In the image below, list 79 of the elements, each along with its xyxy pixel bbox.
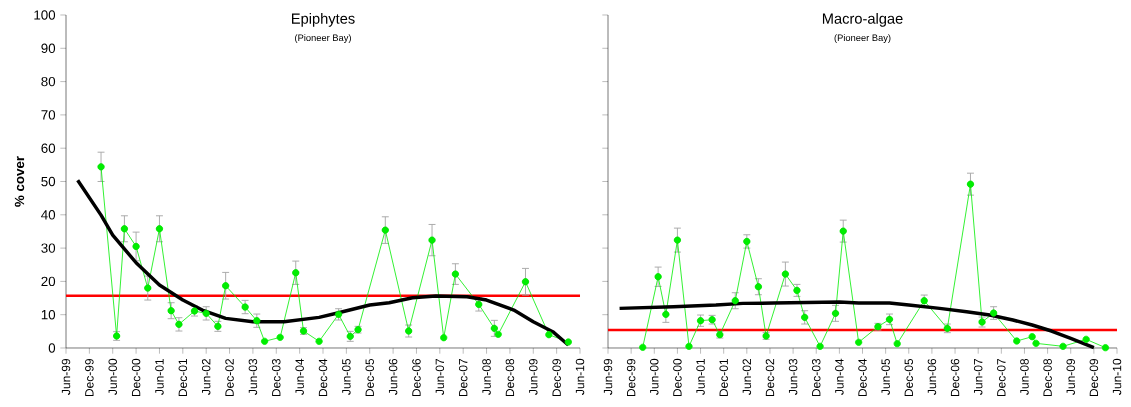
x-tick-label: Dec-02: [765, 359, 775, 397]
x-tick-label: Dec-07: [997, 359, 1006, 397]
text: (Pioneer Bay): [834, 34, 891, 43]
y-tick-label: 60: [41, 143, 56, 153]
x-tick-label: Dec-01: [178, 359, 188, 397]
x-tick-label: Dec-03: [272, 358, 281, 397]
y-tick-label: 30: [41, 243, 56, 253]
point: [816, 342, 824, 350]
y-tick-label: 50: [41, 176, 56, 187]
point: [1028, 333, 1036, 341]
point: [639, 343, 647, 351]
x-tick-label: Jun-09: [1066, 358, 1075, 395]
x-tick-label: Dec-00: [131, 358, 141, 397]
y-tick-label: 10: [41, 309, 56, 320]
y-axis-title: % cover: [14, 156, 25, 207]
x-tick-label: Jun-04: [835, 358, 844, 395]
point: [1101, 344, 1110, 352]
point: [893, 340, 901, 348]
y-tick-label: 90: [41, 43, 56, 54]
x-tick-label: Dec-04: [858, 358, 867, 397]
x-tick-label: Dec-00: [673, 358, 682, 397]
x-tick-label: Dec-07: [458, 359, 468, 397]
point: [1082, 335, 1090, 343]
point: [564, 338, 572, 346]
y-tick-label: 20: [41, 276, 56, 287]
text: (Pioneer Bay): [295, 34, 351, 43]
x-tick-label: Jun-02: [201, 359, 211, 395]
x-tick-label: Jun-07: [973, 359, 983, 395]
point: [276, 333, 284, 341]
point: [1059, 342, 1067, 350]
x-tick-label: Dec-09: [552, 358, 561, 397]
y-tick-label: 0: [48, 343, 56, 353]
point: [685, 342, 693, 350]
x-tick-label: Jun-05: [342, 358, 351, 395]
x-tick-label: Dec-05: [365, 358, 374, 397]
x-tick-label: Dec-05: [904, 358, 914, 397]
y-tick-label: 80: [41, 76, 56, 87]
x-tick-label: Jun-06: [927, 358, 937, 395]
x-tick-label: Dec-99: [85, 358, 94, 397]
x-tick-label: Jun-06: [388, 358, 398, 395]
point: [855, 338, 863, 346]
x-tick-label: Jun-99: [603, 358, 613, 395]
x-tick-label: Jun-10: [1112, 358, 1122, 395]
point: [315, 337, 323, 345]
point: [545, 331, 553, 339]
y-tick-label: 70: [41, 110, 56, 120]
x-tick-label: Dec-04: [318, 358, 328, 397]
x-tick-label: Jun-10: [575, 358, 585, 395]
x-tick-label: Jun-01: [696, 359, 705, 395]
point: [1013, 337, 1021, 345]
x-tick-label: Jun-00: [650, 358, 659, 395]
x-tick-label: Dec-02: [225, 359, 234, 397]
chart-title: Macro-algae: [822, 13, 903, 27]
x-tick-label: Jun-04: [295, 358, 304, 395]
point: [260, 337, 269, 345]
x-tick-label: Dec-99: [626, 358, 636, 397]
x-tick-label: Jun-02: [742, 359, 752, 395]
x-tick-label: Dec-06: [412, 358, 421, 397]
y-tick-label: 40: [41, 210, 56, 220]
x-tick-label: Dec-08: [505, 358, 515, 397]
point: [440, 334, 448, 342]
x-tick-label: Jun-01: [155, 359, 164, 395]
x-tick-label: Dec-01: [719, 359, 728, 397]
x-tick-label: Dec-08: [1043, 358, 1052, 397]
x-tick-label: Jun-00: [108, 358, 117, 395]
x-tick-label: Jun-03: [788, 358, 798, 395]
y-tick-label: 100: [34, 10, 56, 20]
chart-title: Epiphytes: [292, 13, 355, 27]
x-tick-label: Dec-03: [811, 358, 821, 397]
x-tick-label: Jun-09: [529, 358, 538, 395]
x-tick-label: Jun-08: [1020, 358, 1029, 395]
x-tick-label: Jun-03: [248, 358, 258, 395]
point: [1032, 339, 1040, 347]
x-tick-label: Dec-06: [950, 358, 960, 397]
x-tick-label: Dec-09: [1089, 358, 1099, 397]
x-tick-label: Jun-05: [881, 358, 890, 395]
x-tick-label: Jun-08: [482, 358, 491, 395]
x-tick-label: Jun-07: [435, 359, 445, 395]
x-tick-label: Jun-99: [61, 358, 71, 395]
